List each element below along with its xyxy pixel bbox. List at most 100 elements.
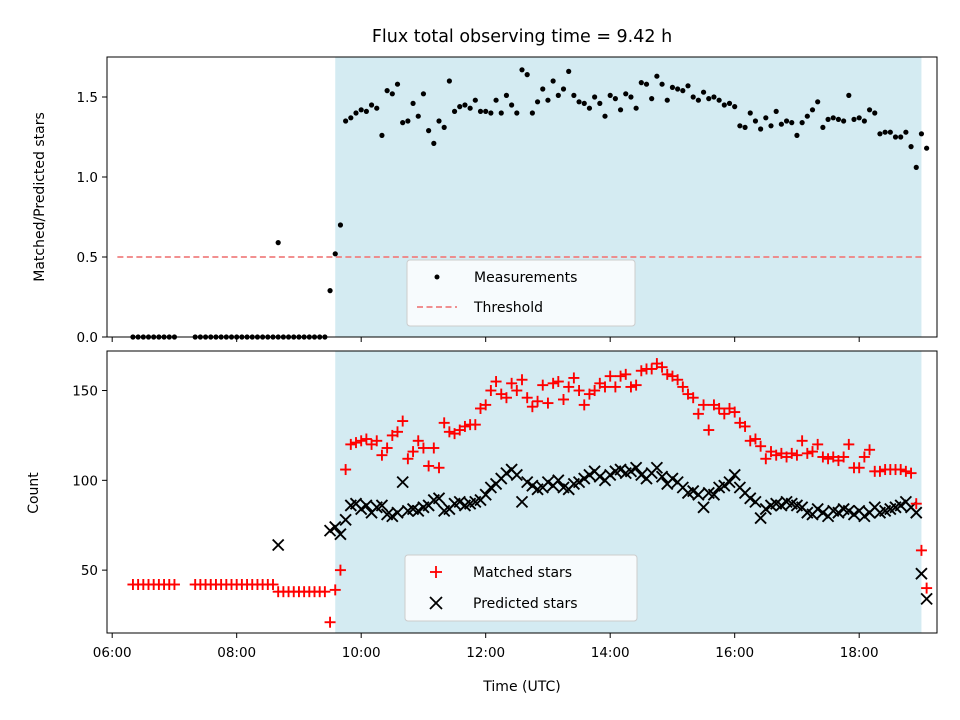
bottom-xtick-label: 06:00 <box>93 645 132 661</box>
measurement-point <box>908 144 914 150</box>
top-panel: 0.0 0.5 1.0 1.5 Matched/Predicted stars Mea… <box>32 56 938 346</box>
measurement-point <box>363 108 369 114</box>
predicted-point <box>842 504 855 518</box>
top-x-ticks <box>111 337 860 342</box>
predicted-point <box>510 468 523 482</box>
matched-point <box>340 464 352 476</box>
measurement-point <box>509 102 515 108</box>
top-axes-frame <box>106 56 938 338</box>
measurement-point <box>353 110 359 116</box>
measurement-point <box>758 126 764 132</box>
matched-point <box>542 397 554 409</box>
measurement-point <box>617 107 624 113</box>
predicted-point <box>718 479 731 492</box>
measurement-point <box>628 94 634 100</box>
predicted-point <box>655 470 669 483</box>
measurement-point <box>794 132 800 138</box>
measurement-point <box>680 88 686 94</box>
measurement-point <box>524 72 530 78</box>
measurement-point <box>623 91 629 97</box>
matched-point <box>547 377 559 389</box>
matched-point <box>770 449 782 461</box>
matched-point <box>599 381 611 393</box>
bottom-legend-box <box>404 554 638 622</box>
matched-point <box>350 437 362 449</box>
measurement-point <box>913 164 919 170</box>
predicted-point <box>323 524 337 537</box>
matched-point <box>915 544 927 556</box>
measurement-point <box>664 97 670 103</box>
matched-point <box>807 446 818 458</box>
top-ytick-label: 0.0 <box>77 330 98 346</box>
measurement-point <box>555 92 561 98</box>
matched-point <box>412 435 424 447</box>
predicted-point <box>432 492 446 505</box>
measurement-point <box>872 110 878 116</box>
matched-point <box>786 447 798 459</box>
measurement-point <box>768 123 774 129</box>
measurement-point <box>571 92 577 98</box>
matched-point <box>755 440 767 452</box>
measurement-point <box>405 118 411 124</box>
predicted-point <box>500 466 513 480</box>
measurement-point <box>809 107 816 113</box>
predicted-point <box>272 538 285 552</box>
top-legend-box <box>406 259 636 327</box>
predicted-point <box>894 499 907 512</box>
predicted-point <box>847 508 861 521</box>
matched-point <box>381 442 393 454</box>
bottom-xtick-label: 08:00 <box>217 645 256 661</box>
matched-point <box>615 370 627 382</box>
bottom-xtick-label: 10:00 <box>342 645 381 661</box>
predicted-point <box>412 504 425 518</box>
measurement-point <box>898 134 904 140</box>
matched-point <box>428 442 440 454</box>
measurement-point <box>348 115 354 121</box>
matched-point <box>516 374 528 386</box>
measurement-point <box>586 105 593 111</box>
measurement-point <box>752 118 759 124</box>
measurement-point <box>887 129 893 135</box>
predicted-point <box>541 475 555 489</box>
predicted-point <box>339 513 352 527</box>
bottom-xtick-label: 14:00 <box>591 645 630 661</box>
counts-points <box>127 358 933 628</box>
predicted-point <box>629 461 643 474</box>
predicted-point <box>744 492 757 505</box>
predicted-point <box>728 468 741 482</box>
measurement-point <box>400 120 406 126</box>
bottom-xtick-label: 12:00 <box>466 645 505 661</box>
matched-point <box>635 365 647 377</box>
measurement-point <box>721 102 727 108</box>
matched-point <box>744 435 756 447</box>
matched-point <box>604 370 616 382</box>
matched-point <box>718 408 730 420</box>
predicted-point <box>624 465 638 478</box>
matched-point <box>698 399 710 411</box>
top-legend: Measurements Threshold <box>406 259 636 327</box>
matched-point <box>672 374 684 386</box>
predicted-point <box>572 475 586 489</box>
predicted-point <box>552 474 565 487</box>
bottom-x-ticks: 06:00 08:00 10:00 12:00 14:00 16:00 18:00 <box>93 633 879 661</box>
measurement-point <box>726 100 733 106</box>
measurement-point <box>669 84 676 90</box>
predicted-point <box>920 592 933 606</box>
measurement-point <box>924 145 930 151</box>
matched-point <box>900 465 912 477</box>
bottom-xtick-label: 16:00 <box>715 645 754 661</box>
x-axis-label: Time (UTC) <box>482 679 560 695</box>
matched-point <box>511 385 523 397</box>
matched-point <box>573 385 585 397</box>
measurement-point <box>877 131 883 137</box>
matched-point <box>630 379 642 391</box>
measurement-point <box>368 102 375 108</box>
legend-predicted-marker <box>429 596 443 610</box>
legend-threshold-label: Threshold <box>473 300 543 316</box>
predicted-point <box>583 468 596 482</box>
measurement-point <box>431 140 437 146</box>
measurement-point <box>892 134 899 140</box>
measurement-point <box>545 97 551 103</box>
measurement-point <box>783 118 790 124</box>
matched-point <box>692 408 704 420</box>
